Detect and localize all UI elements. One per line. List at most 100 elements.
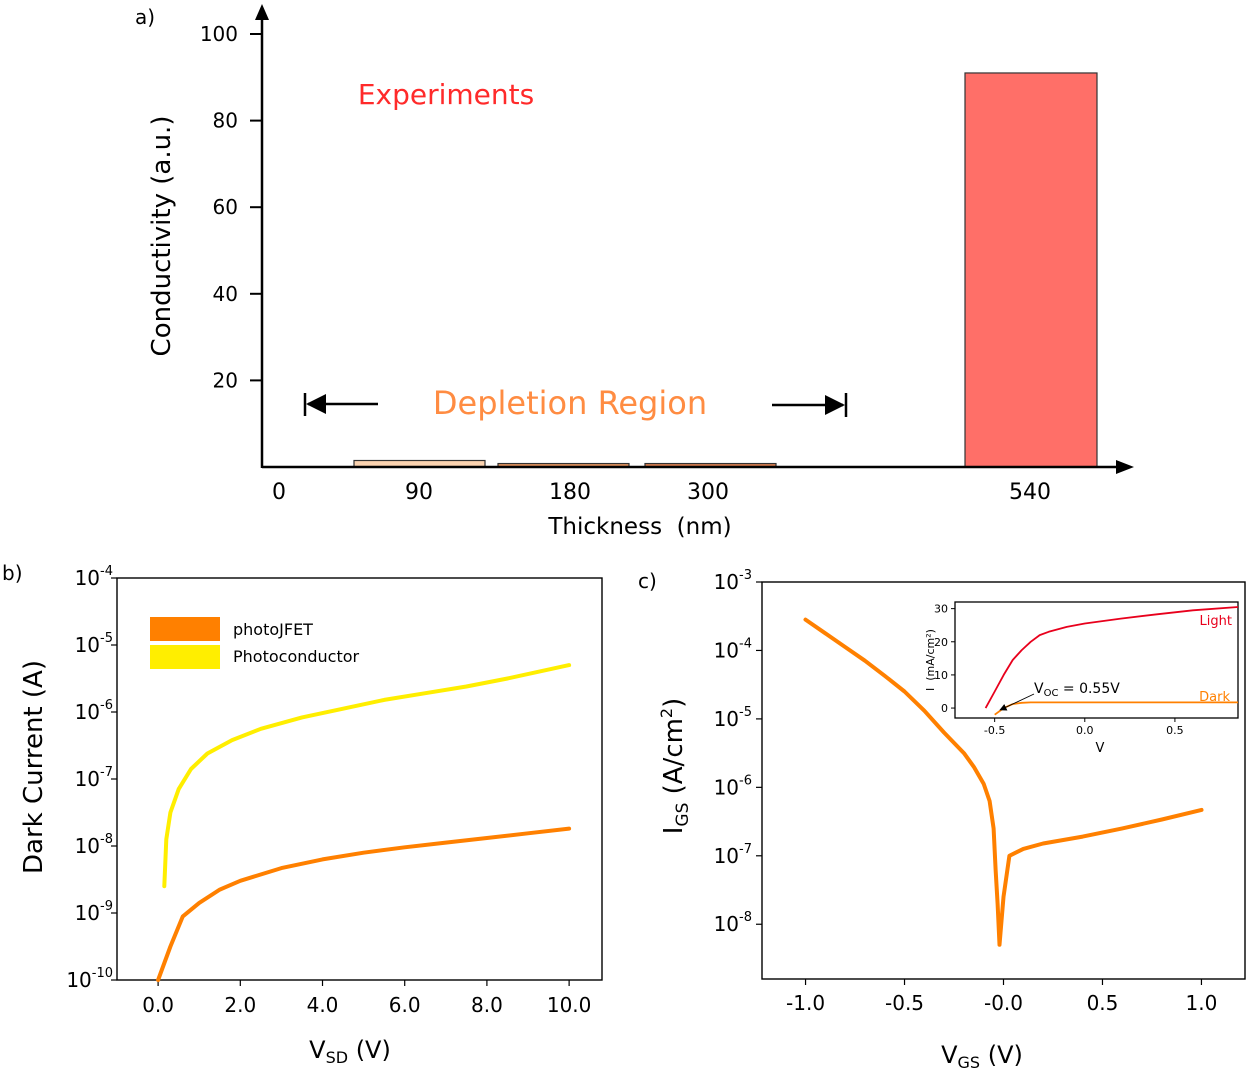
c-x-tick-label--1.0: -1.0 bbox=[786, 991, 825, 1015]
panel-c-y-title-sub: GS bbox=[673, 803, 693, 827]
c-x-tick-label-1.0: 1.0 bbox=[1186, 991, 1218, 1015]
c-y-tick-label--4-base: 10 bbox=[714, 638, 739, 662]
panel-b-legend: photoJFET Photoconductor bbox=[150, 617, 360, 669]
inset-y-tick-label-0: 0 bbox=[941, 702, 948, 715]
c-y-tick-label--4: 10-4 bbox=[714, 636, 752, 662]
c-y-tick-label--5-exponent: -5 bbox=[739, 705, 752, 720]
series-line-photoconductor bbox=[162, 663, 572, 889]
b-y-tick-label--6-base: 10 bbox=[75, 700, 100, 724]
inset-y-axis-title: I (mA/cm²) bbox=[924, 629, 937, 691]
voc-annotation-rest: = 0.55V bbox=[1058, 681, 1120, 697]
y-tick-label-60: 60 bbox=[213, 195, 238, 219]
c-y-tick-label--5-base: 10 bbox=[714, 707, 739, 731]
b-x-tick-label-6.0: 6.0 bbox=[389, 993, 421, 1017]
inset-label-dark: Dark bbox=[1199, 690, 1230, 705]
x-tick-label-180: 180 bbox=[549, 480, 591, 505]
b-y-tick-label--9-exponent: -9 bbox=[100, 899, 113, 914]
b-y-tick-label--4: 10-4 bbox=[75, 564, 113, 590]
inset-x-tick-label-0.5: 0.5 bbox=[1166, 724, 1184, 737]
c-y-tick-label--3-exponent: -3 bbox=[739, 568, 752, 583]
y-tick-label-100: 100 bbox=[200, 22, 238, 46]
panel-c-x-title-unit: (V) bbox=[980, 1041, 1023, 1069]
c-y-tick-label--4-exponent: -4 bbox=[739, 636, 752, 651]
x-tick-label-90: 90 bbox=[405, 480, 433, 505]
inset-x-ticks: -0.5 0.0 0.5 bbox=[984, 718, 1184, 737]
panel-a-bars bbox=[353, 72, 1098, 468]
c-x-tick-label--0.0: -0.0 bbox=[984, 991, 1023, 1015]
bar-540nm bbox=[964, 72, 1098, 468]
b-y-tick-label--10-exponent: -10 bbox=[92, 966, 113, 981]
panel-a-x-arrowhead bbox=[1116, 460, 1134, 474]
legend-swatch-photojfet bbox=[150, 617, 220, 641]
c-y-tick-label--6-exponent: -6 bbox=[739, 773, 752, 788]
b-y-tick-label--5: 10-5 bbox=[75, 631, 113, 657]
b-y-tick-label--5-exponent: -5 bbox=[100, 631, 113, 646]
voc-annotation-main: V bbox=[1034, 681, 1044, 697]
c-y-tick-label--5: 10-5 bbox=[714, 705, 752, 731]
inset-x-tick-label--0.5: -0.5 bbox=[984, 724, 1005, 737]
c-x-tick-label--0.5: -0.5 bbox=[885, 991, 924, 1015]
series-line-photojfet bbox=[156, 826, 572, 982]
panel-b-x-title-sub: SD bbox=[326, 1048, 348, 1067]
voc-annotation: VOC = 0.55V bbox=[1034, 681, 1120, 699]
y-tick-label-80: 80 bbox=[213, 109, 238, 133]
y-tick-label-20: 20 bbox=[213, 368, 238, 392]
c-y-tick-label--6-base: 10 bbox=[714, 775, 739, 799]
panel-c-x-axis-title: VGS (V) bbox=[941, 1041, 1023, 1072]
b-y-tick-label--10-base: 10 bbox=[66, 968, 91, 992]
inset-y-ticks: 0 10 20 30 bbox=[934, 603, 955, 715]
panel-b-x-ticks: 0.0 2.0 4.0 6.0 8.0 10.0 bbox=[142, 980, 591, 1017]
panel-c-x-ticks: -1.0 -0.5 -0.0 0.5 1.0 bbox=[786, 979, 1217, 1015]
panel-c-y-axis-title: IGS (A/cm2) bbox=[657, 698, 693, 835]
legend-label-photojfet: photoJFET bbox=[233, 620, 313, 639]
panel-a-y-ticks: 20 40 60 80 100 bbox=[200, 22, 262, 392]
b-y-tick-label--10: 10-10 bbox=[66, 966, 113, 992]
voc-annotation-arrow bbox=[999, 693, 1035, 711]
inset-y-tick-label-10: 10 bbox=[934, 669, 948, 682]
inset-x-axis-title: V bbox=[1096, 741, 1105, 756]
inset-x-tick-label-0.0: 0.0 bbox=[1076, 724, 1094, 737]
y-tick-label-40: 40 bbox=[213, 282, 238, 306]
inset-y-tick-label-20: 20 bbox=[934, 636, 948, 649]
b-y-tick-label--8-exponent: -8 bbox=[100, 832, 113, 847]
panel-a-y-arrowhead bbox=[255, 4, 269, 20]
panel-c-y-ticks: 10-810-710-610-510-410-3 bbox=[714, 568, 762, 936]
inset-y-tick-label-30: 30 bbox=[934, 603, 948, 616]
panel-b: b) 0.0 2.0 4.0 6.0 8.0 10.0 10-1010-910-810-7… bbox=[2, 561, 603, 1067]
panel-c-y-title-unit: (A/cm bbox=[659, 718, 689, 803]
b-y-tick-label--7-exponent: -7 bbox=[100, 765, 113, 780]
legend-label-photoconductor: Photoconductor bbox=[233, 647, 360, 666]
b-y-tick-label--7: 10-7 bbox=[75, 765, 113, 791]
panel-c-y-title-main: I bbox=[659, 827, 689, 835]
series-line-igs bbox=[803, 617, 1204, 947]
legend-swatch-photoconductor bbox=[150, 645, 220, 669]
b-y-tick-label--8-base: 10 bbox=[75, 834, 100, 858]
panel-c-x-title-main: V bbox=[941, 1041, 958, 1069]
inset-series-light bbox=[984, 606, 1239, 709]
panel-b-x-axis-title: VSD (V) bbox=[309, 1036, 391, 1067]
b-y-tick-label--6: 10-6 bbox=[75, 698, 113, 724]
b-y-tick-label--7-base: 10 bbox=[75, 767, 100, 791]
panel-a-label: a) bbox=[135, 5, 155, 29]
c-y-tick-label--7-base: 10 bbox=[714, 844, 739, 868]
panel-a-x-ticks: 0 90 180 300 540 bbox=[272, 480, 1051, 505]
c-y-tick-label--3-base: 10 bbox=[714, 570, 739, 594]
panel-b-series bbox=[156, 663, 572, 982]
x-tick-label-540: 540 bbox=[1009, 480, 1051, 505]
b-y-tick-label--9: 10-9 bbox=[75, 899, 113, 925]
b-y-tick-label--8: 10-8 bbox=[75, 832, 113, 858]
panel-c-series bbox=[803, 617, 1204, 947]
panel-c-y-title-close: ) bbox=[659, 698, 689, 708]
x-tick-label-300: 300 bbox=[687, 480, 729, 505]
panel-a: a) 20 40 60 80 100 0 90 180 300 540 Conductivity… bbox=[135, 4, 1134, 540]
b-x-tick-label-0.0: 0.0 bbox=[142, 993, 174, 1017]
panel-c-x-title-sub: GS bbox=[958, 1053, 981, 1072]
b-y-tick-label--4-exponent: -4 bbox=[100, 564, 113, 579]
c-y-tick-label--7-exponent: -7 bbox=[739, 842, 752, 857]
experiments-annotation: Experiments bbox=[358, 78, 534, 111]
c-y-tick-label--8-exponent: -8 bbox=[739, 910, 752, 925]
b-y-tick-label--9-base: 10 bbox=[75, 901, 100, 925]
